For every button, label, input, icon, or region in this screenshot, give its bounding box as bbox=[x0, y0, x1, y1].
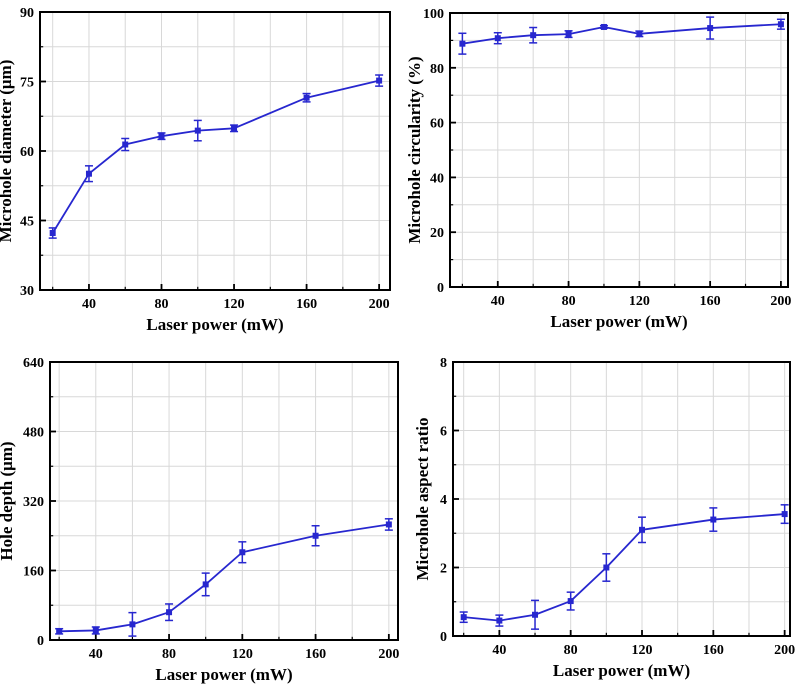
x-tick-label: 80 bbox=[564, 643, 578, 658]
x-tick-label: 40 bbox=[82, 297, 96, 312]
data-point-marker bbox=[459, 40, 466, 47]
data-point-marker bbox=[129, 621, 136, 628]
y-tick-label: 100 bbox=[423, 7, 444, 22]
y-tick-label: 45 bbox=[20, 215, 34, 230]
data-point-marker bbox=[312, 532, 319, 539]
chart-microhole-diameter: 40 80 120 160 200 30 45 60 75 90 Laser power (mW) M… bbox=[0, 0, 400, 343]
chart-canvas: 40 80 120 160 200 0 160 320 480 640 Laser power (m… bbox=[0, 356, 399, 684]
y-tick-label: 0 bbox=[437, 281, 444, 296]
y-tick-label: 75 bbox=[20, 76, 34, 91]
y-axis-label: Hole depth (μm) bbox=[0, 441, 16, 560]
x-tick-label: 160 bbox=[296, 297, 317, 312]
x-tick-label: 80 bbox=[155, 297, 169, 312]
data-point-marker bbox=[194, 127, 201, 134]
y-tick-label: 20 bbox=[430, 226, 444, 241]
y-tick-label: 8 bbox=[440, 356, 447, 371]
data-point-marker bbox=[239, 549, 246, 556]
data-point-marker bbox=[49, 230, 56, 237]
data-point-marker bbox=[530, 32, 537, 39]
chart-microhole-aspect-ratio: 40 80 120 160 200 0 2 4 6 8 Laser power (mW) Microh… bbox=[400, 343, 800, 687]
x-axis-label: Laser power (mW) bbox=[155, 665, 292, 684]
chart-microhole-circularity: 40 80 120 160 200 0 20 40 60 80 100 Laser power (mW… bbox=[400, 0, 800, 343]
series-line bbox=[462, 23, 781, 45]
data-point-marker bbox=[166, 609, 173, 616]
data-point-marker bbox=[92, 627, 99, 634]
chart-canvas: 40 80 120 160 200 0 20 40 60 80 100 Laser power (mW… bbox=[405, 7, 791, 331]
x-axis-label: Laser power (mW) bbox=[550, 312, 687, 331]
x-axis-label: Laser power (mW) bbox=[553, 661, 690, 680]
data-point-marker bbox=[639, 526, 646, 533]
data-point-marker bbox=[777, 21, 784, 28]
x-axis-label: Laser power (mW) bbox=[146, 315, 283, 334]
data-point-marker bbox=[532, 611, 539, 618]
y-tick-label: 2 bbox=[440, 562, 447, 577]
x-tick-label: 120 bbox=[632, 643, 653, 658]
x-tick-label: 120 bbox=[629, 294, 650, 309]
data-point-marker bbox=[710, 516, 717, 523]
x-tick-label: 80 bbox=[562, 294, 576, 309]
y-tick-label: 30 bbox=[20, 284, 34, 299]
y-tick-label: 480 bbox=[23, 426, 44, 441]
data-point-marker bbox=[567, 598, 574, 605]
x-tick-label: 40 bbox=[492, 643, 506, 658]
data-point-marker bbox=[231, 125, 238, 132]
y-tick-label: 90 bbox=[20, 6, 34, 21]
chart-canvas: 40 80 120 160 200 0 2 4 6 8 Laser power (mW) Microh… bbox=[413, 356, 795, 680]
x-tick-label: 160 bbox=[305, 647, 326, 662]
data-point-marker bbox=[85, 170, 92, 177]
y-tick-label: 160 bbox=[23, 565, 44, 580]
data-point-marker bbox=[376, 77, 383, 84]
x-tick-label: 200 bbox=[770, 294, 791, 309]
x-tick-label: 200 bbox=[378, 647, 399, 662]
data-point-marker bbox=[603, 564, 610, 571]
chart-hole-depth: 40 80 120 160 200 0 160 320 480 640 Laser power (m… bbox=[0, 343, 400, 687]
y-tick-label: 0 bbox=[440, 630, 447, 645]
series-line bbox=[59, 523, 389, 633]
y-tick-label: 4 bbox=[440, 493, 447, 508]
data-point-marker bbox=[636, 30, 643, 37]
x-tick-label: 80 bbox=[162, 647, 176, 662]
y-tick-label: 320 bbox=[23, 495, 44, 510]
data-point-marker bbox=[707, 25, 714, 32]
chart-canvas: 40 80 120 160 200 30 45 60 75 90 Laser power (mW) M… bbox=[0, 6, 391, 334]
data-point-marker bbox=[494, 35, 501, 42]
x-tick-label: 200 bbox=[369, 297, 390, 312]
y-tick-label: 6 bbox=[440, 425, 447, 440]
y-tick-label: 80 bbox=[430, 62, 444, 77]
x-tick-label: 160 bbox=[703, 643, 724, 658]
x-tick-label: 120 bbox=[224, 297, 245, 312]
data-point-marker bbox=[56, 628, 63, 635]
series-line bbox=[463, 513, 785, 622]
data-point-marker bbox=[565, 31, 572, 38]
y-tick-label: 40 bbox=[430, 171, 444, 186]
x-tick-label: 120 bbox=[232, 647, 253, 662]
y-tick-label: 640 bbox=[23, 356, 44, 371]
y-tick-label: 60 bbox=[430, 117, 444, 132]
y-axis-label: Microhole circularity (%) bbox=[405, 56, 424, 243]
y-axis-label: Microhole aspect ratio bbox=[413, 417, 432, 580]
x-tick-label: 40 bbox=[491, 294, 505, 309]
data-point-marker bbox=[202, 581, 209, 588]
data-point-marker bbox=[158, 133, 165, 140]
data-point-marker bbox=[781, 511, 788, 518]
data-point-marker bbox=[385, 521, 392, 528]
data-point-marker bbox=[122, 141, 129, 148]
y-axis-label: Microhole diameter (μm) bbox=[0, 60, 15, 243]
y-tick-label: 60 bbox=[20, 145, 34, 160]
x-tick-label: 160 bbox=[700, 294, 721, 309]
x-tick-label: 40 bbox=[89, 647, 103, 662]
data-point-marker bbox=[600, 23, 607, 30]
data-point-marker bbox=[460, 614, 467, 621]
y-tick-label: 0 bbox=[37, 634, 44, 649]
data-point-marker bbox=[303, 94, 310, 101]
data-point-marker bbox=[496, 617, 503, 624]
series-line bbox=[51, 79, 380, 234]
x-tick-label: 200 bbox=[774, 643, 795, 658]
